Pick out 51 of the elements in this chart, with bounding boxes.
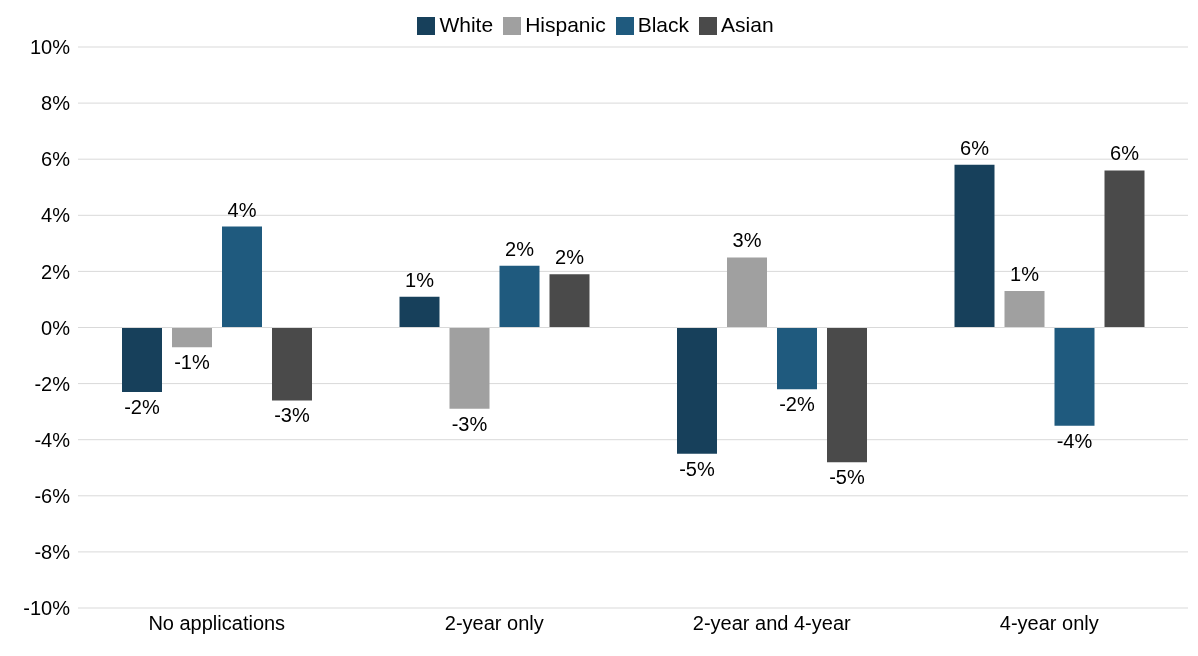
y-tick-label: 6% <box>41 148 71 171</box>
bar <box>549 274 590 328</box>
y-tick-label: 10% <box>29 36 71 59</box>
data-label: 2% <box>505 237 535 260</box>
y-tick-label: 2% <box>41 260 71 283</box>
y-tick-label: -8% <box>34 541 71 563</box>
bar <box>222 226 262 328</box>
data-label: -5% <box>679 457 715 480</box>
bar <box>449 327 490 409</box>
data-label: -1% <box>174 351 210 374</box>
data-label: -3% <box>451 412 488 435</box>
data-label: -2% <box>779 393 815 416</box>
data-label: -3% <box>274 404 310 427</box>
y-tick-label: 0% <box>41 316 71 339</box>
bar <box>1104 170 1145 328</box>
bar <box>1004 291 1045 328</box>
bar <box>172 327 212 348</box>
y-tick-label: -4% <box>34 428 71 451</box>
legend-label: Asian <box>721 13 774 36</box>
data-label: 4% <box>227 198 257 221</box>
bar <box>1054 327 1095 426</box>
x-tick-label: 4-year only <box>999 612 1099 635</box>
data-label: -2% <box>124 396 160 419</box>
bar <box>827 327 867 463</box>
bar <box>777 327 817 390</box>
y-tick-label: -2% <box>34 372 71 395</box>
data-label: -4% <box>1056 429 1093 452</box>
bar <box>727 257 767 328</box>
x-tick-label: 2-year only <box>444 612 544 635</box>
y-tick-label: -6% <box>34 484 71 507</box>
bar <box>272 327 312 401</box>
data-label: 6% <box>960 136 990 159</box>
x-tick-label: No applications <box>148 612 286 635</box>
y-tick-label: 4% <box>41 204 71 227</box>
legend-label: Hispanic <box>525 13 606 36</box>
bar <box>499 265 540 328</box>
y-tick-label: 8% <box>41 92 71 115</box>
data-label: 1% <box>1010 263 1040 286</box>
data-label: 2% <box>555 246 585 269</box>
bar <box>954 164 995 328</box>
x-tick-label: 2-year and 4-year <box>692 612 852 635</box>
bar <box>122 327 162 393</box>
bar <box>677 327 717 454</box>
data-label: 1% <box>405 268 435 291</box>
data-label: 3% <box>732 229 762 252</box>
legend-label: Black <box>637 13 690 36</box>
data-label: -5% <box>829 466 865 489</box>
data-label: 6% <box>1110 142 1140 165</box>
y-tick-label: -10% <box>23 597 71 620</box>
legend-label: White <box>439 13 494 36</box>
bar <box>399 296 440 328</box>
